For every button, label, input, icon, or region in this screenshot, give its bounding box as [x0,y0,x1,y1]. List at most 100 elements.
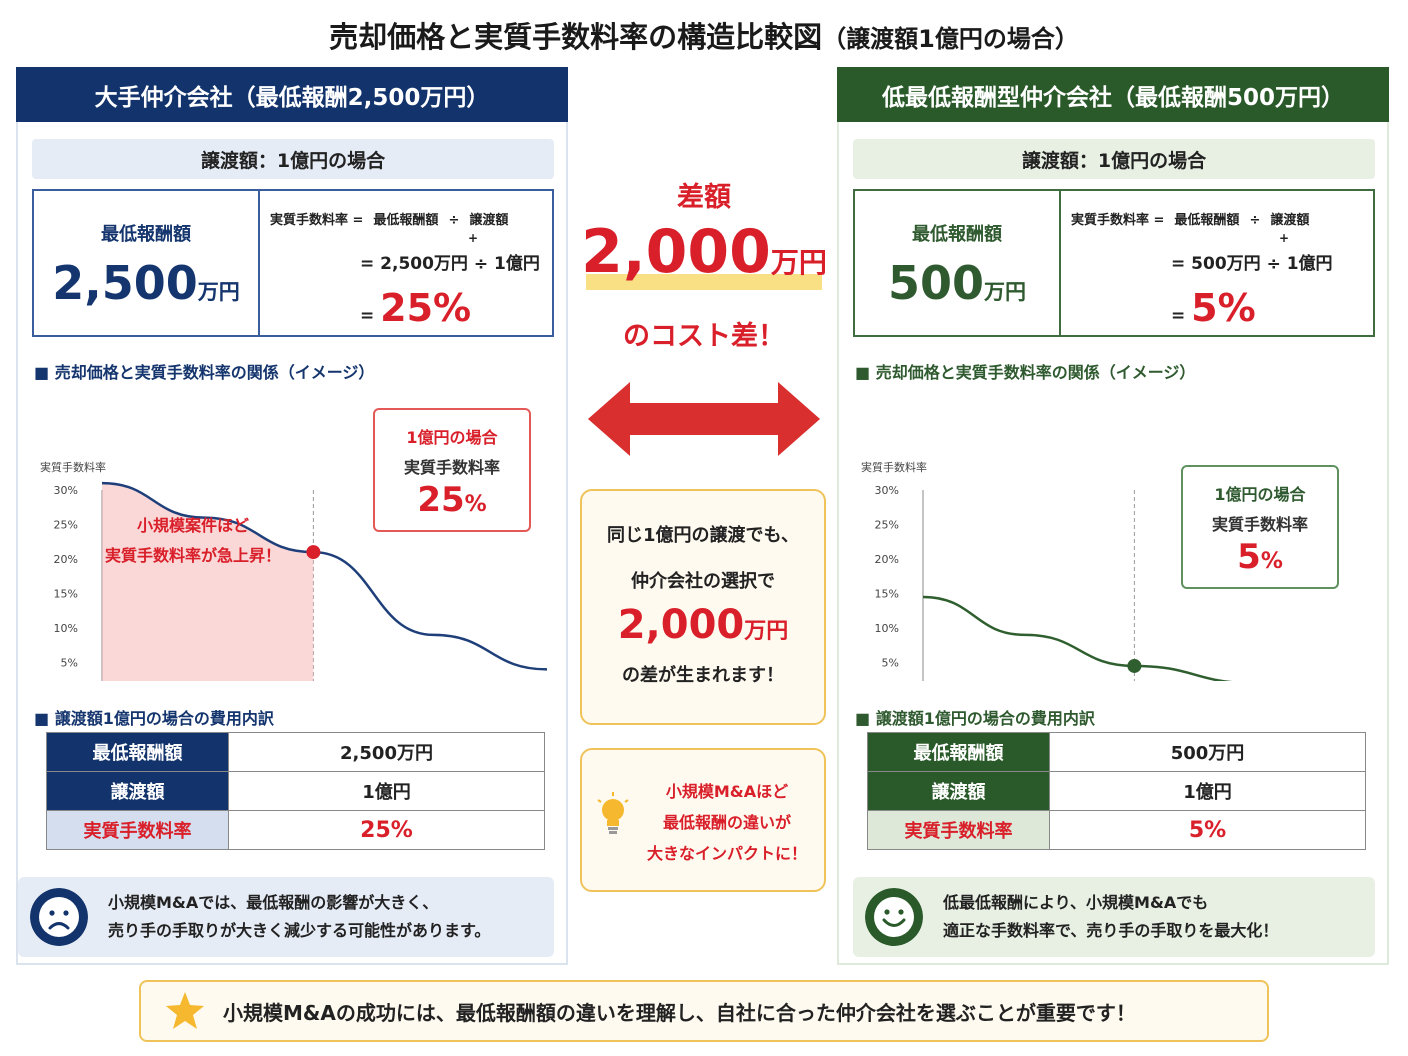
right-formula-result: = 5% [1171,286,1256,330]
callout-rate: 5% [1237,537,1283,577]
formula-divide: ÷ [1249,213,1261,228]
formula-divide: ÷ [448,213,460,228]
tip-line: 小規模M&Aほど [665,782,789,801]
table-header-cell: 実質手数料率 [867,810,1050,850]
callout-line1: 1億円の場合 [1214,485,1306,504]
right-formula: 実質手数料率 = 最低報酬額 ÷ 譲渡額 + = 500万円 ÷ 1億円 = 5% [1061,191,1373,335]
message-line: の差が生まれます！ [622,665,784,686]
right-case-band: 譲渡額：1億円の場合 [853,139,1375,179]
right-chart-title: ■ 売却価格と実質手数料率の関係（イメージ） [855,363,1196,382]
left-min-value: 2,500万円 [52,256,240,310]
center-tip-box: 小規模M&Aほど 最低報酬の違いが 大きなインパクトに！ [580,748,826,892]
series-line [101,481,548,671]
y-tick-label: 10% [875,622,899,635]
left-formula: 実質手数料率 = 最低報酬額 ÷ 譲渡額 + = 2,500万円 ÷ 1億円 = 25… [260,191,552,335]
note-line: 適正な手数料率で、売り手の手取りを最大化！ [943,921,1279,940]
right-min-label: 最低報酬額 [912,224,1002,245]
right-fee-box: 最低報酬額 500万円 実質手数料率 = 最低報酬額 ÷ 譲渡額 + = 500万円 … [853,189,1375,337]
y-tick-label: 25% [875,519,899,532]
sad-face-icon [30,888,88,946]
table-cell: 500万円 [1049,732,1366,772]
table-cell: 5% [1049,810,1366,850]
right-min-value: 500万円 [887,256,1027,310]
formula-numerator: 最低報酬額 [1174,213,1240,228]
right-callout: 1億円の場合 実質手数料率 5% [1181,465,1339,589]
left-formula-result: = 25% [360,286,472,330]
right-cost-table: 最低報酬額 500万円 譲渡額 1億円 実質手数料率 5% [867,732,1366,850]
y-tick-label: 15% [875,588,899,601]
footer-text: 小規模M&Aの成功には、最低報酬額の違いを理解し、自社に合った仲介会社を選ぶこと… [223,1000,1136,1025]
table-cell: 1億円 [228,771,545,811]
divide-mark: + [468,231,479,245]
diff-label: 差額 [677,182,731,213]
diff-highlight [586,274,822,290]
left-case-band: 譲渡額：1億円の場合 [32,139,554,179]
y-tick-label: 15% [54,588,78,601]
left-chart: 実質手数料率0%5%10%15%20%25%30%1,000万円5,000万円1… [40,460,548,681]
note-line: 小規模M&Aでは、最低報酬の影響が大きく、 [108,893,439,912]
tip-line: 大きなインパクトに！ [646,844,807,863]
left-table-title: ■ 譲渡額1億円の場合の費用内訳 [34,709,274,728]
left-shaded-note: 小規模案件ほど 実質手数料率が急上昇！ [104,516,281,565]
table-row: 実質手数料率 5% [867,810,1366,850]
double-arrow-icon [588,382,820,456]
center-message-box: 同じ1億円の譲渡でも、 仲介会社の選択で 2,000万円 の差が生まれます！ [580,489,826,725]
right-formula-line2: = 500万円 ÷ 1億円 [1171,254,1333,274]
page-title: 売却価格と実質手数料率の構造比較図（譲渡額1億円の場合） [0,14,1408,56]
y-tick-label: 5% [882,657,899,670]
divide-mark: + [1279,231,1290,245]
formula-numerator: 最低報酬額 [373,213,439,228]
left-note: 小規模M&Aでは、最低報酬の影響が大きく、売り手の手取りが大きく減少する可能性が… [18,877,554,957]
formula-label: 実質手数料率 = [270,213,364,228]
table-cell: 25% [228,810,545,850]
y-tick-label: 25% [54,519,78,532]
table-row: 譲渡額 1億円 [46,771,545,811]
footer-banner: 小規模M&Aの成功には、最低報酬額の違いを理解し、自社に合った仲介会社を選ぶこと… [139,980,1269,1042]
note-line: 売り手の手取りが大きく減少する可能性があります。 [108,921,491,940]
left-min-label: 最低報酬額 [101,224,191,245]
callout-line2: 実質手数料率 [1211,515,1308,534]
left-panel: 大手仲介会社（最低報酬2,500万円） 譲渡額：1億円の場合 最低報酬額 2,5… [16,67,568,965]
table-header-cell: 譲渡額 [867,771,1050,811]
right-note: 低最低報酬により、小規模M&Aでも適正な手数料率で、売り手の手取りを最大化！ [853,877,1375,957]
y-tick-label: 5% [61,657,78,670]
cost-diff-text: のコスト差！ [623,321,785,352]
left-formula-line2: = 2,500万円 ÷ 1億円 [360,254,540,274]
diff-amount: 2,000万円 [581,217,827,287]
left-cost-table: 最低報酬額 2,500万円 譲渡額 1億円 実質手数料率 25% [46,732,545,850]
note-line: 低最低報酬により、小規模M&Aでも [943,893,1209,912]
formula-denominator: 譲渡額 [469,213,509,228]
left-panel-header: 大手仲介会社（最低報酬2,500万円） [16,67,568,122]
y-tick-label: 10% [54,622,78,635]
table-header-cell: 最低報酬額 [867,732,1050,772]
title-sub: （譲渡額1億円の場合） [822,25,1079,53]
right-panel-header: 低最低報酬型仲介会社（最低報酬500万円） [837,67,1389,122]
message-line: 仲介会社の選択で [631,571,775,592]
y-tick-label: 20% [54,553,78,566]
y-tick-label: 30% [54,484,78,497]
y-tick-label: 30% [875,484,899,497]
table-row: 譲渡額 1億円 [867,771,1366,811]
left-callout: 1億円の場合 実質手数料率 25% [373,408,531,532]
message-amount: 2,000万円 [617,602,789,648]
callout-rate: 25% [417,480,487,520]
table-header-cell: 最低報酬額 [46,732,229,772]
series-line [922,595,1234,681]
y-axis-label: 実質手数料率 [861,460,927,474]
message-line: 同じ1億円の譲渡でも、 [607,525,799,546]
table-cell: 2,500万円 [228,732,545,772]
shaded-area [102,483,314,681]
right-panel: 低最低報酬型仲介会社（最低報酬500万円） 譲渡額：1億円の場合 最低報酬額 5… [837,67,1389,965]
table-cell: 1億円 [1049,771,1366,811]
table-row: 実質手数料率 25% [46,810,545,850]
left-fee-box: 最低報酬額 2,500万円 実質手数料率 = 最低報酬額 ÷ 譲渡額 + = 2,50… [32,189,554,337]
table-header-cell: 譲渡額 [46,771,229,811]
highlight-point [1127,658,1142,673]
y-axis-label: 実質手数料率 [40,460,106,474]
table-row: 最低報酬額 500万円 [867,732,1366,772]
right-chart: 実質手数料率0%5%10%15%20%25%30%1,000万円5,000万円1… [861,460,1234,681]
lightbulb-icon [597,792,629,834]
table-row: 最低報酬額 2,500万円 [46,732,545,772]
highlight-point [306,545,321,560]
title-main: 売却価格と実質手数料率の構造比較図 [329,20,823,54]
